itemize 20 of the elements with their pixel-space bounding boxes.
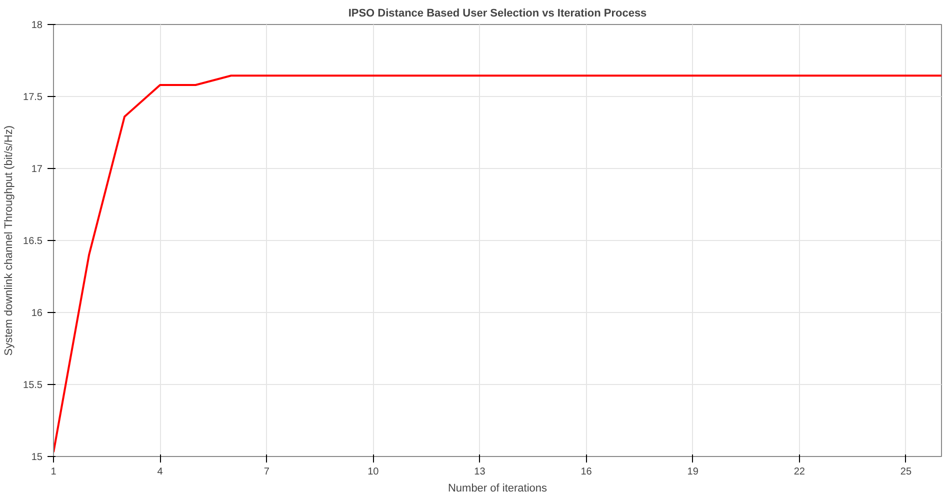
y-tick-label: 15.5 [23, 380, 43, 391]
y-tick-label: 17.5 [23, 92, 43, 103]
y-tick-label: 17 [31, 164, 43, 175]
x-tick-label: 4 [157, 466, 164, 478]
x-tick-label: 7 [264, 466, 270, 478]
x-axis-title: Number of iterations [448, 482, 548, 494]
x-tick-label: 22 [794, 466, 806, 478]
line-series [54, 74, 942, 454]
y-tick-label: 16 [31, 308, 43, 319]
x-tick-label: 16 [580, 466, 592, 478]
x-tick-label: 1 [50, 466, 57, 478]
x-tick-label: 13 [474, 466, 486, 478]
chart-title: IPSO Distance Based User Selection vs Iteration Process [348, 8, 647, 20]
x-tick-label: 19 [687, 466, 699, 478]
y-tick-label: 18 [31, 20, 43, 31]
y-tick-label: 16.5 [23, 236, 43, 247]
y-tick-label: 15 [31, 452, 43, 463]
x-tick-label: 25 [900, 466, 912, 478]
x-tick-label: 10 [368, 466, 380, 478]
y-axis-title: System downlink channel Throughput (bit/s/Hz) [3, 125, 16, 356]
